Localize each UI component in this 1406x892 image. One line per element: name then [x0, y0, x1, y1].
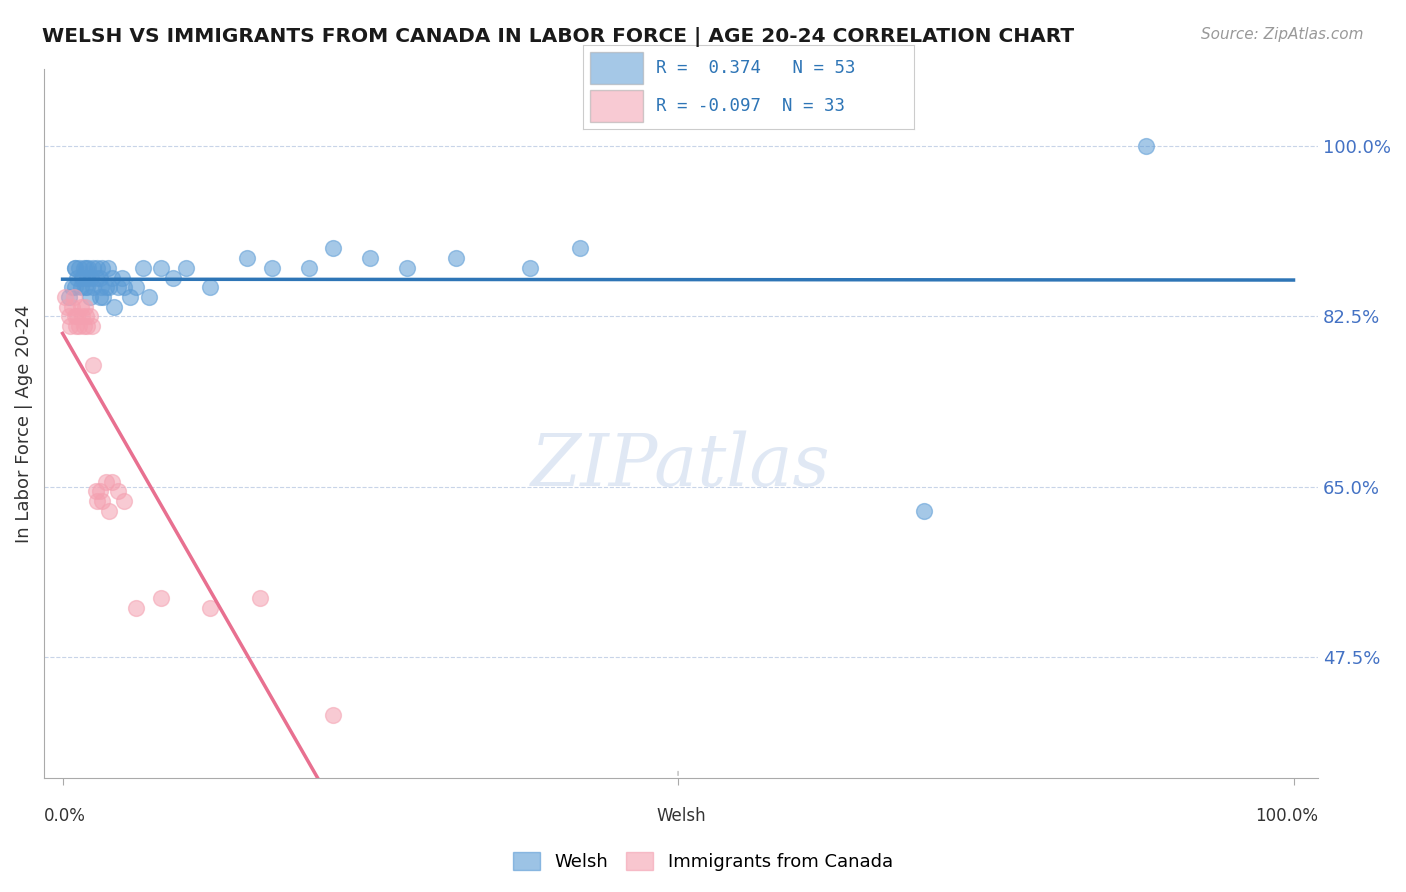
Point [162, 270, 184, 285]
Point [101, 475, 124, 489]
Point [70, 280, 93, 294]
Point [568, 241, 591, 255]
FancyBboxPatch shape [591, 53, 643, 84]
Point [519, 260, 541, 275]
Point [97, 260, 120, 275]
Point [90, 280, 112, 294]
Point [912, 504, 935, 518]
Point [66, 310, 89, 324]
Text: WELSH VS IMMIGRANTS FROM CANADA IN LABOR FORCE | AGE 20-24 CORRELATION CHART: WELSH VS IMMIGRANTS FROM CANADA IN LABOR… [42, 27, 1074, 46]
Text: R =  0.374   N = 53: R = 0.374 N = 53 [657, 59, 856, 77]
Point [298, 260, 321, 275]
Point [107, 484, 129, 499]
Text: 100.0%: 100.0% [1256, 807, 1319, 825]
Point [56, 300, 79, 314]
Point [86, 494, 108, 508]
Text: Source: ZipAtlas.com: Source: ZipAtlas.com [1201, 27, 1364, 42]
Text: ZIPatlas: ZIPatlas [531, 431, 831, 501]
Point [72, 260, 94, 275]
Point [107, 280, 129, 294]
Point [446, 251, 468, 265]
Point [80, 270, 103, 285]
Point [1135, 139, 1157, 153]
Point [125, 601, 148, 615]
Point [58, 310, 80, 324]
Point [62, 300, 84, 314]
Point [53, 290, 76, 304]
Point [94, 280, 117, 294]
Point [62, 290, 84, 304]
Point [150, 260, 173, 275]
Point [77, 260, 100, 275]
Point [72, 310, 94, 324]
Point [91, 260, 114, 275]
Point [75, 260, 97, 275]
Point [91, 290, 114, 304]
Point [138, 290, 160, 304]
FancyBboxPatch shape [591, 90, 643, 121]
Legend: Welsh, Immigrants from Canada: Welsh, Immigrants from Canada [506, 845, 900, 879]
Point [98, 280, 121, 294]
Point [112, 280, 135, 294]
Point [72, 319, 94, 334]
Point [236, 251, 259, 265]
Point [82, 319, 104, 334]
Point [72, 270, 94, 285]
Point [101, 270, 124, 285]
Point [63, 310, 86, 324]
Y-axis label: In Labor Force | Age 20-24: In Labor Force | Age 20-24 [15, 304, 32, 542]
Point [76, 280, 98, 294]
Point [70, 300, 93, 314]
Point [89, 270, 111, 285]
Point [200, 280, 222, 294]
Point [66, 270, 89, 285]
Point [150, 591, 173, 606]
Point [125, 280, 148, 294]
Point [63, 280, 86, 294]
Point [67, 319, 90, 334]
Point [59, 319, 82, 334]
Point [76, 319, 98, 334]
Point [63, 260, 86, 275]
Point [200, 601, 222, 615]
Point [359, 251, 381, 265]
Point [120, 290, 142, 304]
Point [79, 310, 101, 324]
Point [58, 290, 80, 304]
Point [89, 290, 111, 304]
Point [89, 484, 111, 499]
Point [94, 475, 117, 489]
Point [260, 260, 283, 275]
Point [98, 504, 121, 518]
Point [322, 241, 344, 255]
Point [63, 260, 86, 275]
Point [73, 280, 96, 294]
Point [82, 280, 104, 294]
Point [73, 300, 96, 314]
Point [103, 300, 125, 314]
Point [84, 270, 107, 285]
Point [67, 260, 90, 275]
Point [249, 591, 271, 606]
Text: 0.0%: 0.0% [44, 807, 86, 825]
Point [76, 270, 98, 285]
Point [111, 270, 134, 285]
Text: Welsh: Welsh [657, 807, 706, 825]
Point [79, 290, 101, 304]
Point [396, 260, 419, 275]
Point [82, 260, 104, 275]
Point [84, 484, 107, 499]
Point [91, 494, 114, 508]
Point [174, 260, 197, 275]
Point [131, 260, 153, 275]
Point [86, 260, 108, 275]
Point [75, 310, 97, 324]
Point [65, 319, 87, 334]
Point [322, 708, 344, 723]
Text: R = -0.097  N = 33: R = -0.097 N = 33 [657, 96, 845, 114]
Point [82, 358, 104, 372]
Point [62, 280, 84, 294]
Point [112, 494, 135, 508]
